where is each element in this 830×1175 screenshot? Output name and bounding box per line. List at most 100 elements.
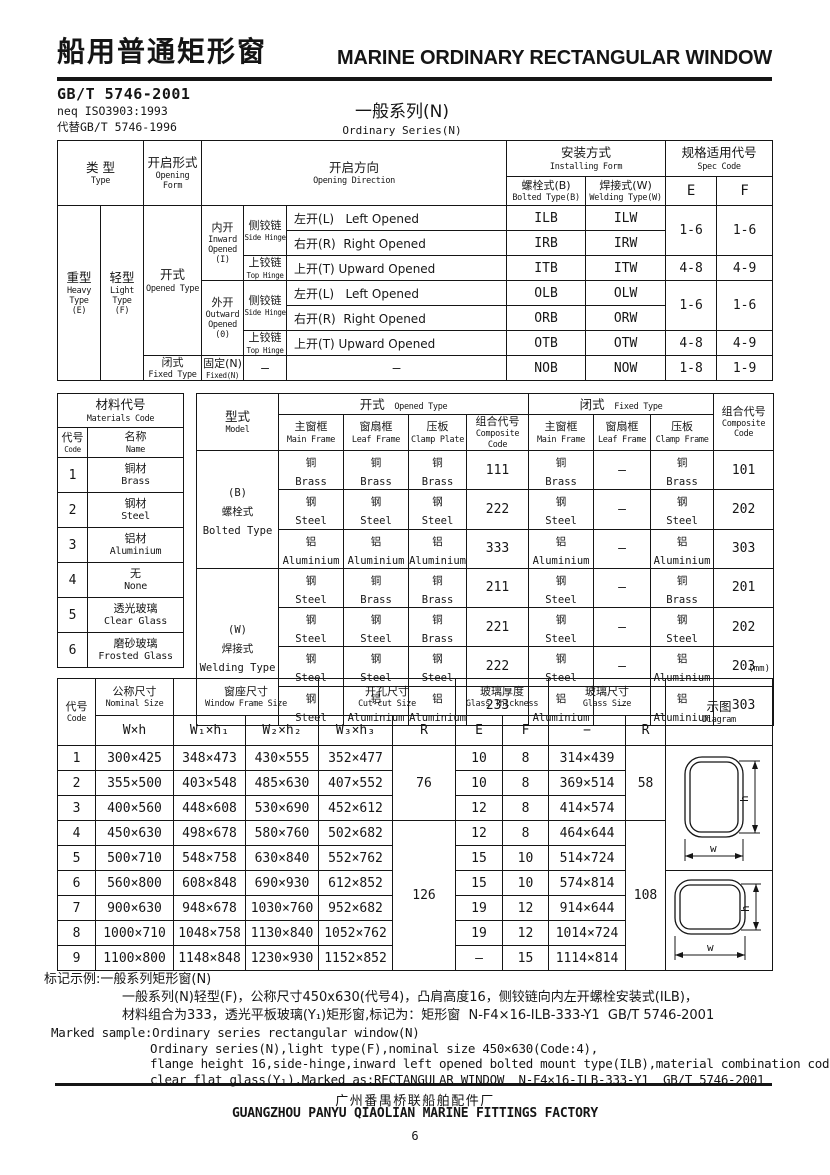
standard-replaces: 代替GB/T 5746-1996 [57, 119, 177, 134]
fixed-en: Fixed Type [148, 370, 197, 381]
combo-material: 钢 Steel [545, 574, 577, 606]
note-line: Marked sample:Ordinary series rectangula… [51, 1025, 420, 1040]
welding-code-cell: ILW [585, 205, 667, 231]
nominal-cell: 450×630 [95, 820, 174, 846]
materials-title-cn: 材料代号 [95, 397, 146, 413]
top-hinge-cell: 上铰链 Top Hinge [243, 330, 288, 356]
w1h1-cell: 608×848 [173, 870, 246, 896]
opening-direction-header-cell: 开启方向 Opening Direction [201, 140, 508, 206]
thickness-e-cell: 19 [455, 895, 503, 921]
opening-form-cn: 开启形式 [147, 154, 198, 170]
combo-material: 铜 Brass [666, 457, 698, 489]
material-cn: 铜材 [124, 461, 147, 475]
fixed-group-en: Fixed Type [614, 402, 663, 413]
cut-radius-cell: 126 [392, 820, 456, 971]
w2h2-cell: 430×555 [245, 745, 319, 771]
light-type-cell: 轻型 Light Type (F) [99, 204, 145, 382]
page-header: 船用普通矩形窗 MARINE ORDINARY RECTANGULAR WIND… [57, 30, 772, 81]
dash-cell: — [593, 528, 652, 569]
combo-material: 铜 Brass [421, 614, 454, 646]
w3h3-symbol-cell: W₃×h₃ [318, 715, 393, 746]
w1h1-cell: 448×608 [173, 795, 246, 821]
row-code-cell: 6 [57, 870, 96, 896]
w1h1-cell: 948×678 [173, 895, 246, 921]
model-combination-table: 型式 Model 开式 Opened Type 闭式 Fixed Type 组合代… [196, 393, 775, 726]
page-title-en: MARINE ORDINARY RECTANGULAR WINDOW [336, 47, 772, 69]
bolted-header-cell: 螺栓式(B) Bolted Type(B) [506, 176, 587, 206]
w3h3-cell: 1152×852 [318, 945, 393, 971]
dash-symbol-cell: − [548, 715, 627, 746]
bolted-code-cell: ILB [506, 205, 587, 231]
note-line: clear flat glass(Y₁).Marked as:RECTANGUL… [150, 1071, 765, 1087]
opened-en: Opened Type [146, 283, 200, 294]
combo-cell: 铜 Brass [650, 449, 715, 491]
model-en: Model [225, 425, 250, 436]
series-title-en: Ordinary Series(N) [342, 124, 462, 137]
clamp-plate-en: Clamp Plate [411, 434, 465, 445]
name-col-en: Name [125, 444, 146, 455]
w2h2-cell: 485×630 [245, 770, 319, 796]
material-code-cell: 5 [57, 597, 88, 633]
combo-material: 铜 Brass [421, 574, 454, 606]
leaf-frame-header: 窗扇框 Leaf Frame [343, 414, 410, 451]
combo-material: 钢 Steel [360, 496, 392, 528]
bolted-code-cell: ORB [506, 305, 587, 331]
thickness-e-cell: 19 [455, 920, 503, 946]
diagram-cell-landscape: h w [665, 870, 774, 971]
combo-material: 钢 Steel [666, 496, 698, 528]
diagram-header: 示图 Diagram [665, 678, 774, 746]
nominal-size-header: 公称尺寸 Nominal Size [95, 678, 174, 716]
code-col-cn: 代号 [61, 430, 84, 444]
spec-e-header-cell: E [665, 176, 718, 206]
landscape-window-diagram: h w [673, 878, 761, 960]
spec-f-cell: 1-9 [716, 354, 774, 382]
fixed-cn: 闭式 [161, 356, 184, 369]
glass-radius-cell: 58 [625, 745, 667, 821]
combo-cell: 铜 Brass [650, 567, 715, 609]
composite-header-cell: 组合代号 Composite Code [713, 393, 775, 451]
combo-cell: 铜 Brass [278, 449, 345, 491]
materials-code-col-header: 代号 Code [57, 427, 88, 458]
opening-form-en: Opening Form [155, 170, 190, 192]
h-extension-lines [740, 883, 761, 930]
opened-type-cell: 开式 Opened Type [143, 205, 203, 356]
main-frame-cn: 主窗框 [294, 420, 328, 434]
welding-code-cell: IRW [585, 230, 667, 256]
combo-material: 铜 Brass [295, 457, 327, 489]
installing-en: Installing Form [549, 161, 623, 172]
combo-material: 铝 Aluminium [347, 535, 405, 567]
model-header-cell: 型式 Model [196, 393, 280, 451]
diagram-cell-portrait: h w [665, 745, 774, 871]
fixed-group-cn: 闭式 [579, 397, 605, 413]
thickness-e-cell: 15 [455, 845, 503, 871]
footer-rule [55, 1083, 772, 1086]
marking-notes: 标记示例:一般系列矩形窗(N) 一般系列(N)轻型(F)，公称尺寸450x630… [44, 971, 830, 1087]
material-cn: 钢材 [124, 496, 147, 510]
w2h2-cell: 630×840 [245, 845, 319, 871]
glass-size-header: 玻璃尺寸 Glass Size [548, 678, 667, 716]
material-name-cell: 无 None [86, 562, 185, 598]
bolted-model-cell: (B) 螺栓式 Bolted Type [196, 450, 280, 569]
material-name-cell: 磨砂玻璃 Frosted Glass [86, 632, 185, 668]
combo-cell: 钢 Steel [278, 489, 345, 530]
main-frame-header: 主窗框 Main Frame [528, 414, 595, 451]
h-extension-lines [738, 760, 760, 833]
welding-model-label: (W) 焊接式 Welding Type [199, 624, 276, 675]
e-symbol-cell: E [455, 715, 503, 746]
cut-radius-cell: 76 [392, 745, 456, 821]
composite-code-cell: 201 [713, 567, 775, 609]
leaf-frame-cn: 窗扇框 [359, 420, 393, 434]
light-en: Light Type (F) [109, 286, 135, 317]
frame-size-header: 窗座尺寸 Window Frame Size [173, 678, 319, 716]
combo-material: 铝 Aluminium [282, 535, 340, 567]
material-cn: 磨砂玻璃 [113, 636, 158, 650]
combo-cell: 铜 Brass [343, 567, 410, 609]
composite-code-cell: 333 [466, 528, 530, 569]
cut-en: Cut-cut Size [358, 699, 416, 710]
dash-cell: — [593, 606, 652, 648]
h-dimension-label: h [739, 905, 752, 912]
clamp-frame-header: 压板 Clamp Frame [650, 414, 715, 451]
glass-size-cell: 464×644 [548, 820, 627, 846]
material-name-cell: 透光玻璃 Clear Glass [86, 597, 185, 633]
